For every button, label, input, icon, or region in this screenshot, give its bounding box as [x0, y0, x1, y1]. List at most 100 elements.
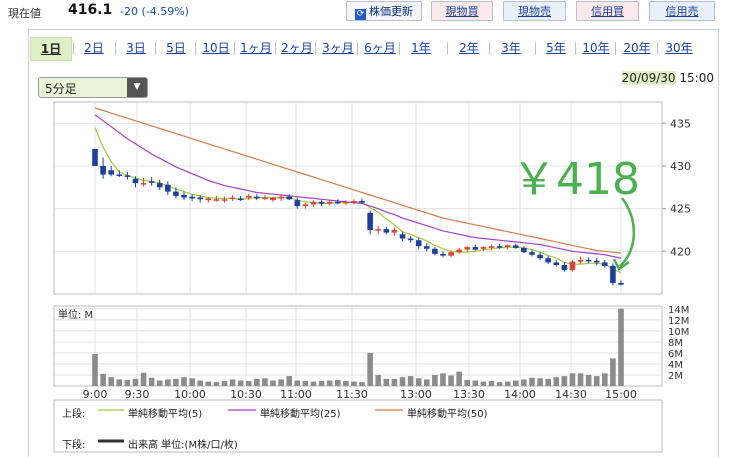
candle-body	[213, 199, 220, 201]
margin-buy-button[interactable]: 信用買	[576, 1, 639, 21]
volume-bar	[610, 358, 616, 386]
volume-tick-label: 10M	[668, 327, 689, 338]
tab-period[interactable]: 3年	[501, 41, 521, 55]
candle-body	[407, 238, 414, 241]
cash-sell-button[interactable]: 現物売	[503, 1, 566, 21]
volume-bar	[488, 381, 495, 386]
ma-line-1	[94, 114, 622, 259]
x-tick-label: 9:30	[125, 388, 150, 401]
volume-bar	[310, 381, 317, 386]
annotation-arrow	[619, 197, 635, 267]
tab-period[interactable]: 1日	[30, 37, 72, 61]
tab-period[interactable]: 20年	[623, 41, 651, 55]
tab-separator	[489, 42, 490, 55]
volume-bar	[213, 382, 220, 386]
x-tick-label: 11:30	[336, 388, 368, 401]
x-tick-label: 10:00	[174, 388, 206, 401]
volume-bar	[116, 379, 123, 386]
candle-body	[456, 249, 462, 253]
candle-body	[124, 175, 131, 177]
volume-tick-label: 14M	[668, 305, 689, 316]
volume-bar	[140, 372, 147, 386]
interval-selected: 5分足	[45, 82, 77, 96]
volume-bar	[537, 378, 543, 386]
tab-period[interactable]: 30年	[665, 41, 693, 55]
tab-separator	[155, 42, 156, 55]
candle-body	[423, 246, 430, 249]
candle-body	[205, 198, 212, 201]
tab-period[interactable]: 2年	[459, 41, 479, 55]
candle-body	[310, 201, 317, 205]
tab-period[interactable]: 1ヶ月	[240, 41, 272, 55]
cash-buy-button[interactable]: 現物買	[431, 1, 493, 21]
volume-tick-label: 2M	[668, 371, 683, 382]
update-price-button[interactable]: ⟳ 株価更新	[346, 1, 422, 21]
candle-body	[100, 166, 106, 175]
tab-separator	[535, 42, 536, 55]
x-tick-label: 15:00	[605, 388, 637, 401]
x-tick-label: 11:00	[280, 388, 312, 401]
y-tick-label: 435	[670, 117, 691, 130]
chevron-down-icon: ▼	[127, 78, 147, 97]
candle-body	[391, 230, 398, 233]
candle-body	[496, 246, 503, 248]
volume-bar	[148, 377, 155, 386]
tab-period[interactable]: 3日	[126, 41, 146, 55]
volume-bar	[399, 377, 406, 386]
tab-period[interactable]: 2ヶ月	[281, 41, 313, 55]
x-tick-label: 10:30	[230, 388, 262, 401]
interval-select[interactable]: 5分足 ▼	[38, 77, 148, 98]
price-header: 現在値 416.1 -20 (-4.59%) ⟳ 株価更新 現物買 現物売 信用買…	[0, 0, 733, 24]
volume-bar	[464, 379, 471, 386]
candle-body	[334, 201, 341, 204]
tab-period[interactable]: 1年	[411, 41, 431, 55]
candle-body	[278, 196, 284, 199]
candle-body	[148, 181, 155, 183]
price-change: -20 (-4.59%)	[120, 5, 189, 18]
candle-body	[521, 247, 527, 253]
volume-bar	[245, 381, 252, 386]
tab-separator	[115, 42, 116, 55]
tab-period[interactable]: 10年	[582, 41, 610, 55]
candle-body	[618, 282, 624, 285]
candle-body	[529, 252, 535, 255]
tab-period[interactable]: 3ヶ月	[322, 41, 354, 55]
volume-bar	[561, 376, 568, 386]
candle-body	[197, 197, 203, 200]
candle-body	[108, 170, 114, 175]
x-tick-label: 13:00	[400, 388, 432, 401]
volume-bar	[108, 377, 114, 386]
volume-bar	[602, 373, 608, 386]
volume-bar	[415, 378, 422, 386]
tab-period[interactable]: 2日	[84, 41, 104, 55]
tab-separator	[275, 42, 276, 55]
candle-body	[367, 212, 373, 230]
chart-timestamp: 20/09/30 15:00	[621, 71, 714, 85]
tab-separator	[73, 42, 74, 55]
candle-body	[286, 196, 293, 200]
volume-bar	[472, 380, 479, 386]
tab-period[interactable]: 6ヶ月	[364, 41, 396, 55]
volume-bar	[545, 378, 551, 386]
candle-body	[173, 191, 179, 196]
candle-body	[254, 196, 260, 199]
candle-body	[116, 174, 123, 177]
x-tick-label: 14:30	[555, 388, 587, 401]
tab-period[interactable]: 5日	[166, 41, 186, 55]
tab-period[interactable]: 10日	[202, 41, 230, 55]
legend-box	[53, 399, 663, 453]
candle-body	[602, 262, 608, 266]
x-tick-label: 13:30	[453, 388, 485, 401]
volume-bar	[529, 377, 535, 386]
candle-body	[440, 253, 446, 256]
candle-body	[156, 183, 163, 188]
volume-bar	[302, 381, 309, 386]
candle-body	[165, 184, 171, 192]
tab-period[interactable]: 5年	[546, 41, 566, 55]
margin-sell-button[interactable]: 信用売	[649, 1, 715, 21]
volume-bar	[343, 381, 349, 386]
candle-body	[561, 264, 568, 271]
candle-body	[577, 259, 584, 262]
candle-body	[432, 248, 438, 254]
